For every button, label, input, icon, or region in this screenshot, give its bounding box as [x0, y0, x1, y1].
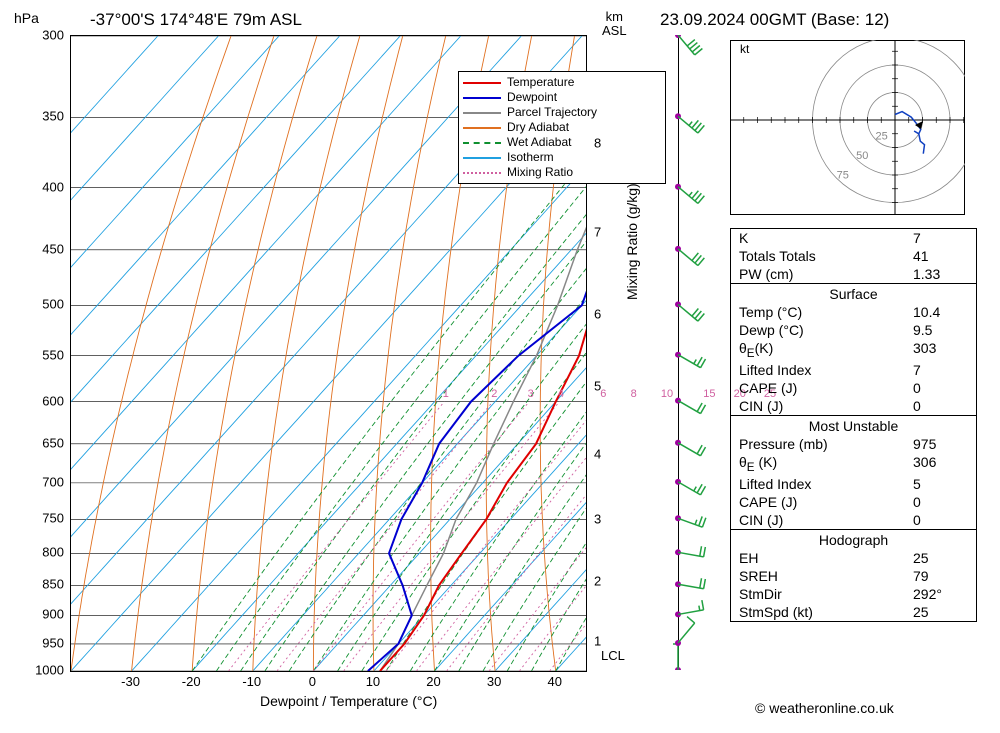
- indices-table: K7Totals Totals41PW (cm)1.33SurfaceTemp …: [730, 228, 977, 622]
- svg-text:75: 75: [837, 169, 849, 181]
- table-row: StmDir292°: [731, 585, 976, 603]
- x-tick: -30: [121, 674, 140, 689]
- table-row: θE (K)306: [731, 453, 976, 475]
- x-tick: 20: [426, 674, 440, 689]
- legend: TemperatureDewpointParcel TrajectoryDry …: [458, 71, 666, 184]
- table-row: StmSpd (kt)25: [731, 603, 976, 621]
- svg-text:50: 50: [856, 150, 868, 162]
- x-tick: 30: [487, 674, 501, 689]
- y-axis-right-km: 1 2 3 4 5 6 7 8: [590, 35, 620, 670]
- wind-barbs-svg: [648, 35, 708, 670]
- chart-title-location: -37°00'S 174°48'E 79m ASL: [90, 10, 302, 30]
- y-tick-hpa: 650: [42, 435, 64, 450]
- mixing-ratio-tick: 3: [528, 388, 534, 400]
- table-row: θE(K)303: [731, 339, 976, 361]
- y-tick-km: 6: [594, 307, 601, 322]
- table-row: Temp (°C)10.4: [731, 303, 976, 321]
- table-row: PW (cm)1.33: [731, 265, 976, 283]
- x-axis: -30 -20 -10 0 10 20 30 40: [70, 672, 585, 692]
- y-tick-hpa: 600: [42, 393, 64, 408]
- y-tick-km: 4: [594, 447, 601, 462]
- table-row: CAPE (J)0: [731, 493, 976, 511]
- legend-item: Temperature: [463, 75, 659, 90]
- table-row: Dewp (°C)9.5: [731, 321, 976, 339]
- y-tick-hpa: 400: [42, 179, 64, 194]
- chart-title-datetime: 23.09.2024 00GMT (Base: 12): [660, 10, 889, 30]
- legend-item: Wet Adiabat: [463, 135, 659, 150]
- y-tick-hpa: 450: [42, 241, 64, 256]
- y-tick-hpa: 500: [42, 297, 64, 312]
- table-row: Lifted Index5: [731, 475, 976, 493]
- x-axis-label: Dewpoint / Temperature (°C): [260, 693, 437, 709]
- legend-item: Isotherm: [463, 150, 659, 165]
- wind-barb-column: [648, 35, 708, 670]
- y-tick-hpa: 850: [42, 577, 64, 592]
- y-tick-km: 2: [594, 574, 601, 589]
- y-tick-hpa: 750: [42, 511, 64, 526]
- y-tick-km: 8: [594, 135, 601, 150]
- mixing-ratio-label: Mixing Ratio (g/kg): [624, 183, 640, 300]
- table-row: CIN (J)0: [731, 397, 976, 415]
- y-tick-hpa: 350: [42, 109, 64, 124]
- hodograph: 25 50 75: [730, 40, 965, 215]
- legend-item: Parcel Trajectory: [463, 105, 659, 120]
- x-tick: -20: [182, 674, 201, 689]
- table-row: Pressure (mb)975: [731, 435, 976, 453]
- y-axis-label-hpa: hPa: [14, 10, 39, 26]
- x-tick: 40: [547, 674, 561, 689]
- legend-item: Dry Adiabat: [463, 120, 659, 135]
- table-row: CIN (J)0: [731, 511, 976, 529]
- skewt-chart: TemperatureDewpointParcel TrajectoryDry …: [70, 35, 587, 672]
- table-section-head: Surface: [731, 283, 976, 303]
- table-row: CAPE (J)0: [731, 379, 976, 397]
- y-tick-km: 7: [594, 224, 601, 239]
- copyright-text: © weatheronline.co.uk: [755, 700, 894, 716]
- legend-item: Mixing Ratio: [463, 165, 659, 180]
- svg-text:25: 25: [876, 130, 888, 142]
- table-row: K7: [731, 229, 976, 247]
- x-tick: 10: [366, 674, 380, 689]
- y-tick-km: 5: [594, 378, 601, 393]
- table-row: SREH79: [731, 567, 976, 585]
- table-section-head: Hodograph: [731, 529, 976, 549]
- x-tick: 0: [309, 674, 316, 689]
- mixing-ratio-tick: 8: [631, 388, 637, 400]
- table-row: Lifted Index7: [731, 361, 976, 379]
- y-tick-hpa: 300: [42, 28, 64, 43]
- lcl-label: LCL: [601, 648, 625, 663]
- y-axis-left: 300 350 400 450 500 550 600 650 700 750 800 850 900 9…: [0, 25, 68, 680]
- y-tick-hpa: 800: [42, 545, 64, 560]
- y-tick-hpa: 900: [42, 607, 64, 622]
- y-tick-hpa: 950: [42, 635, 64, 650]
- x-tick: -10: [242, 674, 261, 689]
- table-row: EH25: [731, 549, 976, 567]
- mixing-ratio-tick: 1: [443, 388, 449, 400]
- table-section-head: Most Unstable: [731, 415, 976, 435]
- y-tick-km: 3: [594, 511, 601, 526]
- table-row: Totals Totals41: [731, 247, 976, 265]
- mixing-ratio-tick: 2: [491, 388, 497, 400]
- y-tick-hpa: 1000: [35, 663, 64, 678]
- y-tick-km: 1: [594, 634, 601, 649]
- mixing-ratio-tick: 4: [558, 388, 564, 400]
- legend-item: Dewpoint: [463, 90, 659, 105]
- y-tick-hpa: 550: [42, 347, 64, 362]
- y-tick-hpa: 700: [42, 474, 64, 489]
